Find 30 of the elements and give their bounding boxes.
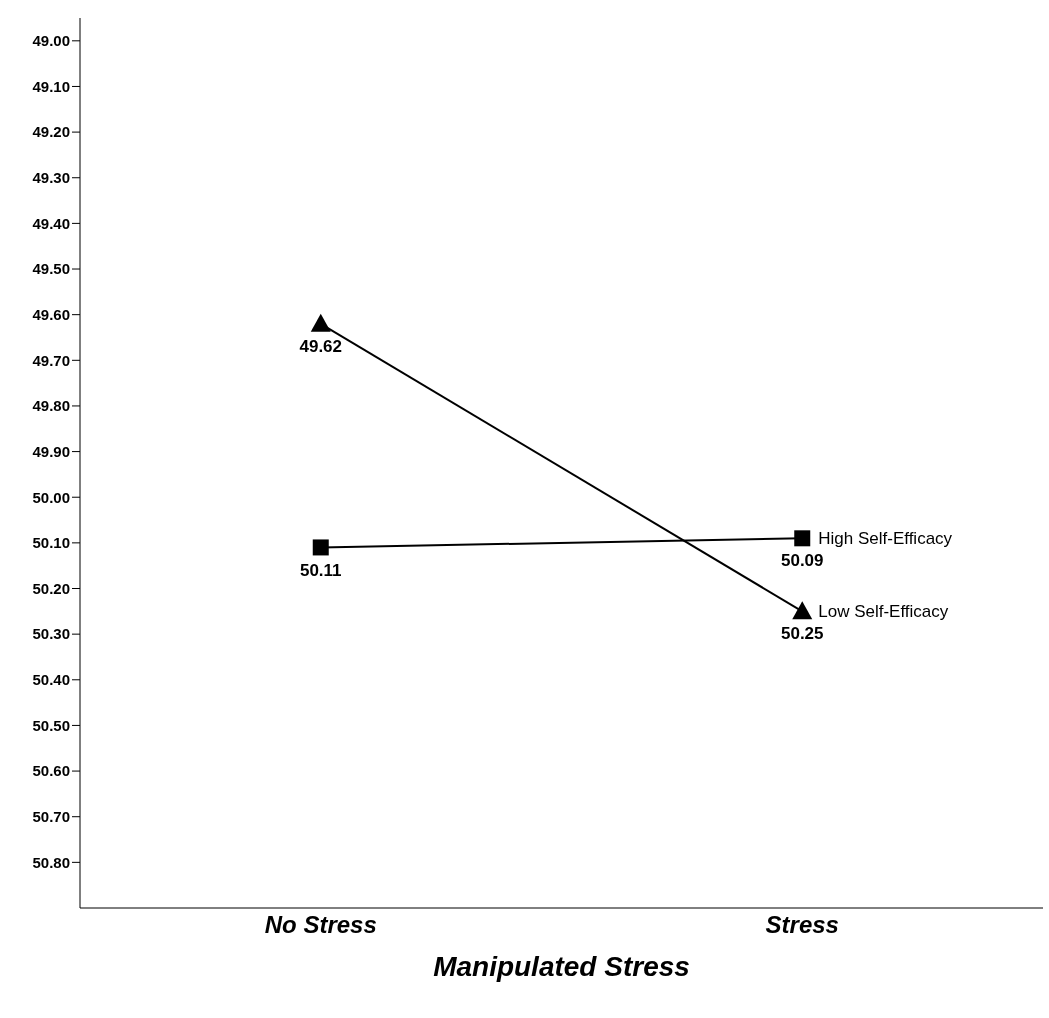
y-tick-label: 49.30 — [32, 169, 70, 187]
y-tick-label: 49.90 — [32, 442, 70, 460]
y-tick-label: 50.40 — [32, 671, 70, 689]
data-label: 50.09 — [780, 551, 824, 571]
point — [794, 530, 811, 547]
y-tick-label: 49.60 — [32, 305, 70, 323]
y-tick-label: 50.30 — [32, 625, 70, 643]
y-tick-label: 49.70 — [32, 351, 70, 369]
y-tick-label: 50.60 — [32, 762, 70, 780]
data-label: 50.25 — [780, 624, 824, 644]
y-tick-label: 49.00 — [32, 32, 70, 50]
y-tick-label: 50.80 — [32, 853, 70, 871]
series-label: Low Self-Efficacy — [818, 601, 949, 621]
y-tick-label: 49.40 — [32, 214, 70, 232]
data-label: 49.62 — [299, 336, 343, 356]
y-tick-label: 50.70 — [32, 808, 70, 826]
y-tick-label: 49.50 — [32, 260, 70, 278]
y-tick-label: 49.80 — [32, 397, 70, 415]
series-label: High Self-Efficacy — [818, 528, 953, 548]
y-tick-label: 50.20 — [32, 579, 70, 597]
data-label: 50.11 — [299, 560, 342, 580]
point — [312, 539, 329, 556]
x-tick-label: No Stress — [264, 911, 377, 939]
y-tick-label: 50.10 — [32, 534, 70, 552]
x-tick-label: Stress — [765, 911, 839, 939]
x-axis-title: Manipulated Stress — [433, 951, 690, 982]
y-tick-label: 50.00 — [32, 488, 70, 506]
y-tick-label: 50.50 — [32, 716, 70, 734]
y-tick-label: 49.10 — [32, 77, 70, 95]
y-tick-label: 49.20 — [32, 123, 70, 141]
